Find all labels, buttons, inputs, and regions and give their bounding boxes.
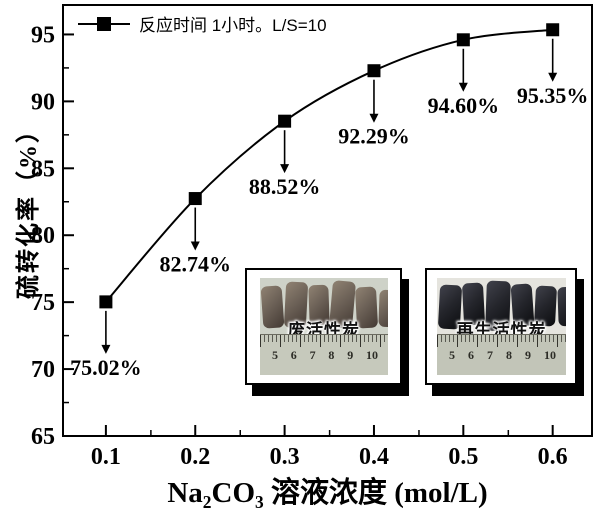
data-point-label: 92.29% [338, 124, 410, 149]
data-point-marker [278, 114, 292, 128]
legend-marker-icon [78, 16, 130, 31]
data-point-label: 75.02% [70, 355, 142, 380]
y-tick-label: 75 [31, 290, 55, 316]
data-point-label: 94.60% [428, 93, 500, 118]
legend-label: 反应时间 1小时。L/S=10 [139, 16, 327, 35]
subscript: 2 [202, 492, 212, 511]
y-tick-label: 90 [31, 89, 55, 115]
x-tick-label: 0.5 [448, 444, 478, 470]
y-tick-label: 85 [31, 156, 55, 182]
data-point-label: 95.35% [517, 83, 589, 108]
ruler-number: 8 [506, 348, 512, 362]
data-point-marker [188, 192, 202, 206]
ruler-number: 5 [449, 348, 455, 362]
inset-photo-regenerated-carbon: 再生活性炭 5 6 7 8 9 10 [425, 268, 577, 385]
ruler: 5 6 7 8 9 10 [437, 334, 566, 375]
x-tick-label: 0.1 [91, 444, 121, 470]
annotation-arrowhead [369, 113, 379, 123]
y-tick-label: 80 [31, 223, 55, 249]
annotation-arrowhead [458, 82, 468, 92]
ruler: 5 6 7 8 9 10 [260, 334, 388, 375]
x-axis-title: Na2CO3 溶液浓度 (mol/L) [62, 469, 593, 511]
ruler-ticks [260, 335, 388, 347]
annotation-arrowhead [548, 72, 558, 82]
ruler-numbers: 5 6 7 8 9 10 [260, 348, 388, 363]
data-point-label: 82.74% [160, 252, 232, 277]
x-tick-label: 0.2 [180, 444, 210, 470]
plot-frame [62, 4, 593, 437]
y-axis-title: 硫转化率（%） [16, 117, 42, 299]
ruler-ticks [437, 335, 566, 347]
ruler-number: 9 [347, 348, 354, 362]
x-axis-title-text: 溶液浓度 (mol/L) [263, 477, 488, 509]
ruler-number: 10 [365, 348, 378, 362]
y-tick-label: 95 [31, 22, 55, 48]
x-tick-label: 0.4 [359, 444, 389, 470]
ruler-number: 7 [487, 348, 493, 362]
annotation-arrowhead [280, 164, 290, 174]
data-point-label: 88.52% [249, 174, 321, 199]
subscript: 3 [255, 492, 264, 511]
ruler-number: 9 [525, 348, 531, 362]
x-axis-title-formula: Na [167, 477, 203, 509]
annotation-arrowhead [190, 241, 200, 251]
ruler-numbers: 5 6 7 8 9 10 [437, 348, 566, 363]
y-tick-label: 65 [31, 424, 55, 450]
x-tick-label: 0.6 [538, 444, 568, 470]
x-tick-label: 0.3 [270, 444, 300, 470]
data-point-marker [367, 64, 381, 78]
data-point-marker [546, 23, 560, 37]
annotation-arrowhead [101, 344, 111, 354]
ruler-number: 10 [544, 348, 556, 362]
ruler-number: 5 [272, 348, 278, 362]
data-point-marker [456, 33, 470, 47]
x-axis-title-formula: CO [211, 477, 256, 509]
legend: 反应时间 1小时。L/S=10 [78, 11, 327, 36]
ruler-number: 7 [309, 348, 316, 362]
y-tick-label: 70 [31, 357, 55, 383]
data-point-marker [99, 295, 113, 309]
ruler-number: 8 [328, 348, 335, 362]
inset-photo-waste-carbon: 废活性炭 5 6 7 8 9 10 [245, 268, 402, 385]
ruler-number: 6 [468, 348, 474, 362]
ruler-number: 6 [290, 348, 297, 362]
